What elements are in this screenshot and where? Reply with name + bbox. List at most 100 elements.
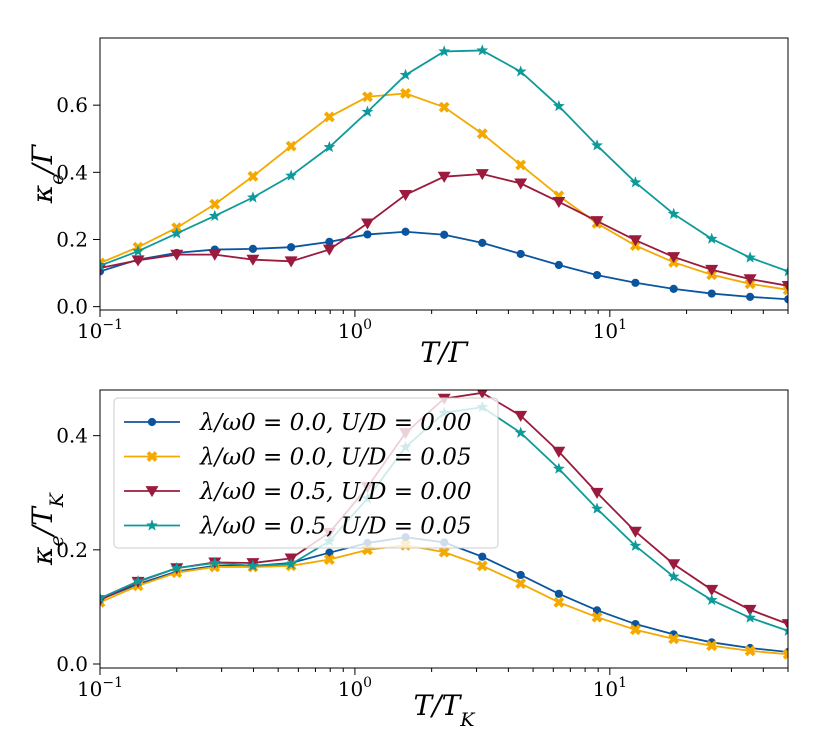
data-point — [247, 191, 259, 203]
data-point — [208, 556, 221, 568]
data-point — [208, 209, 221, 221]
legend-box — [113, 397, 499, 549]
data-point — [552, 99, 565, 112]
x-tick-label: 10−1 — [77, 317, 123, 343]
data-point — [705, 264, 719, 276]
data-point — [360, 218, 374, 230]
data-point — [285, 557, 298, 570]
legend-label: λ/ω0 = 0.0, U/D = 0.05 — [199, 445, 472, 471]
data-point — [590, 216, 604, 228]
data-point — [170, 249, 184, 261]
plot-area — [100, 44, 788, 304]
data-point — [707, 289, 716, 298]
data-point — [516, 249, 525, 259]
axes-frame — [99, 37, 789, 311]
x-axis-title: T/Γ — [420, 336, 469, 369]
data-point — [438, 101, 450, 113]
data-point — [440, 230, 449, 239]
data-point — [322, 244, 336, 256]
data-point — [438, 546, 450, 558]
legend-label: λ/ω0 = 0.5, U/D = 0.00 — [199, 479, 472, 505]
series-3 — [100, 44, 788, 277]
data-point — [170, 561, 183, 574]
data-point — [284, 256, 298, 268]
data-point — [628, 526, 642, 538]
data-point — [399, 189, 413, 201]
axes-frame — [99, 389, 789, 669]
data-point — [514, 65, 527, 77]
data-point — [131, 255, 145, 267]
series-0 — [100, 227, 788, 304]
y-tick-label: 0.2 — [56, 227, 88, 251]
data-point — [629, 176, 642, 188]
data-point — [476, 560, 488, 572]
x-tick-label: 10−1 — [77, 675, 123, 701]
data-point — [247, 559, 259, 571]
data-point — [667, 559, 681, 571]
data-point — [476, 390, 488, 400]
top-panel: 10−1 100 101 0.0 0.2 0.4 0.6 T/Γ κe/Γ — [26, 37, 789, 369]
legend-entry: λ/ω0 = 0.5, U/D = 0.00 — [124, 479, 472, 505]
bottom-panel: 10−1 100 101 0.0 0.2 0.4 T/TK κe/TK λ/ω0 = 0.0, … — [26, 389, 789, 731]
data-point — [667, 570, 680, 582]
data-point — [744, 251, 756, 263]
legend-entry: λ/ω0 = 0.0, U/D = 0.05 — [124, 445, 472, 471]
data-point — [705, 593, 718, 606]
legend: λ/ω0 = 0.0, U/D = 0.00 λ/ω0 = 0.0, U/D = … — [113, 397, 499, 549]
series-2 — [100, 169, 788, 292]
data-point — [668, 633, 680, 645]
data-point — [287, 243, 296, 252]
x-axis: 10−1 100 101 — [77, 310, 789, 343]
data-point — [516, 570, 525, 580]
data-point — [401, 227, 410, 236]
data-point — [246, 254, 260, 266]
y-axis: 0.0 0.2 0.4 0.6 — [56, 93, 100, 319]
data-point — [552, 462, 565, 474]
data-point — [629, 624, 641, 636]
data-point — [591, 502, 603, 514]
data-point — [629, 539, 642, 551]
data-point — [705, 232, 718, 244]
data-point — [782, 265, 788, 277]
x-axis-title: T/TK — [414, 689, 477, 731]
data-point — [325, 548, 334, 557]
data-point — [478, 552, 487, 561]
data-point — [325, 237, 334, 246]
y-tick-label: 0.2 — [56, 538, 88, 562]
data-point — [514, 426, 527, 438]
x-tick-label: 100 — [338, 317, 372, 343]
data-point — [515, 159, 527, 171]
data-point — [781, 280, 788, 292]
series-1 — [100, 87, 788, 296]
data-point — [515, 578, 527, 589]
data-point — [248, 244, 258, 253]
data-point — [782, 625, 788, 636]
data-point — [100, 259, 106, 271]
y-axis: 0.0 0.2 0.4 — [56, 424, 100, 676]
series-1 — [100, 539, 788, 660]
data-point — [209, 198, 221, 210]
data-point — [247, 170, 259, 182]
data-point — [361, 105, 374, 117]
x-tick-label: 101 — [593, 675, 627, 701]
data-point — [592, 270, 602, 280]
data-point — [438, 45, 451, 57]
data-point — [631, 278, 640, 287]
legend-entry: λ/ω0 = 0.0, U/D = 0.00 — [124, 410, 472, 436]
x-tick-label: 101 — [593, 317, 627, 343]
x-axis: 10−1 100 101 — [77, 668, 789, 701]
data-point — [476, 128, 488, 140]
y-axis-title: κe/Γ — [26, 143, 68, 204]
legend-marker — [146, 451, 158, 462]
y-tick-label: 0.0 — [56, 295, 88, 319]
data-point — [476, 44, 489, 56]
legend-label: λ/ω0 = 0.0, U/D = 0.00 — [199, 410, 472, 436]
data-point — [745, 292, 755, 302]
data-point — [362, 91, 373, 103]
data-point — [667, 207, 680, 219]
legend-marker — [145, 486, 159, 498]
data-point — [323, 554, 335, 565]
data-point — [554, 589, 563, 598]
data-point — [208, 249, 222, 261]
